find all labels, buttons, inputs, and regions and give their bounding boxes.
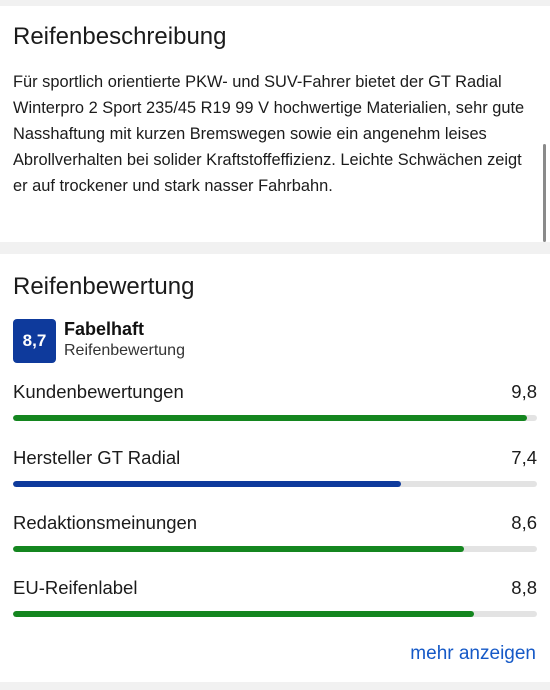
metric-row-editorial-reviews: Redaktionsmeinungen 8,6 <box>13 512 537 560</box>
metric-progress-fill <box>13 611 475 617</box>
metric-progress-fill <box>13 481 401 487</box>
overall-score-badge: 8,7 <box>13 319 56 363</box>
show-more-link[interactable]: mehr anzeigen <box>410 643 536 664</box>
metric-row-customer-reviews: Kundenbewertungen 9,8 <box>13 381 537 429</box>
metric-progress-track <box>13 481 537 487</box>
metric-label: Kundenbewertungen <box>13 381 184 402</box>
tire-rating-card: Reifenbewertung 8,7 Fabelhaft Reifenbewe… <box>0 254 550 682</box>
metric-value: 7,4 <box>511 447 537 468</box>
metric-row-eu-tire-label: EU-Reifenlabel 8,8 <box>13 577 537 625</box>
metric-row-manufacturer: Hersteller GT Radial 7,4 <box>13 447 537 495</box>
metric-value: 9,8 <box>511 381 537 402</box>
metric-label: Hersteller GT Radial <box>13 447 181 468</box>
metric-progress-track <box>13 415 537 421</box>
metric-progress-track <box>13 546 537 552</box>
metric-label: Redaktionsmeinungen <box>13 512 198 533</box>
description-text: Für sportlich orientierte PKW- und SUV-F… <box>13 73 525 195</box>
metric-value: 8,6 <box>511 512 537 533</box>
tire-description-card: Reifenbeschreibung Für sportlich orienti… <box>0 6 550 242</box>
score-caption: Reifenbewertung <box>64 342 185 359</box>
scrollbar[interactable] <box>543 144 546 242</box>
rating-heading: Reifenbewertung <box>13 273 195 300</box>
description-heading: Reifenbeschreibung <box>13 23 227 50</box>
metric-progress-track <box>13 611 537 617</box>
metric-progress-fill <box>13 546 464 552</box>
metric-value: 8,8 <box>511 577 537 598</box>
metric-progress-fill <box>13 415 527 421</box>
score-verdict: Fabelhaft <box>64 319 145 339</box>
metric-label: EU-Reifenlabel <box>13 577 138 598</box>
